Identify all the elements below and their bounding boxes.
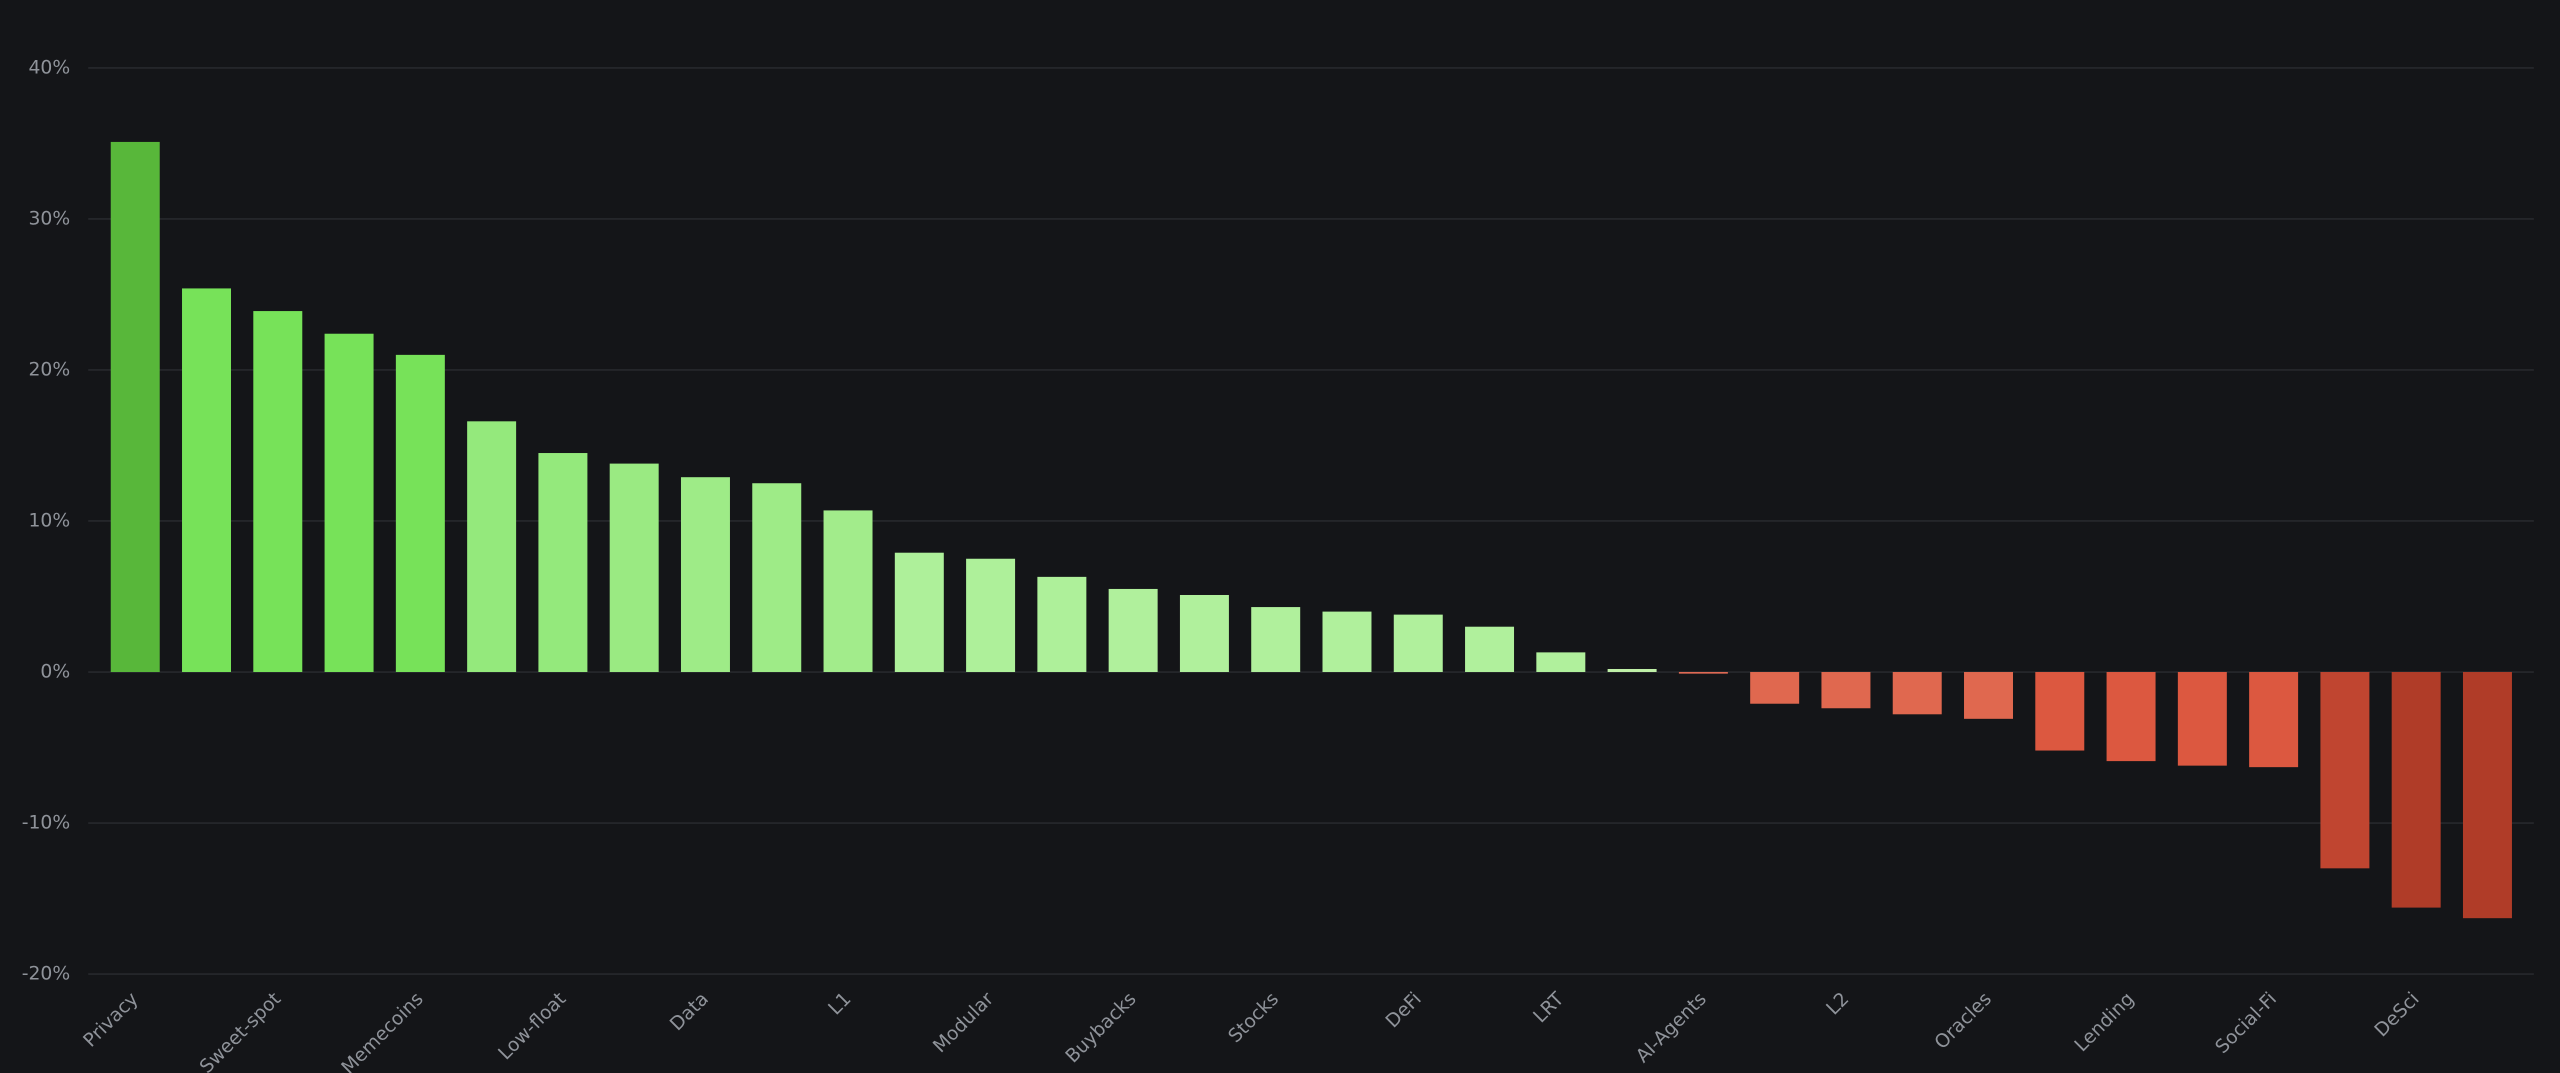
x-tick-label: L2 bbox=[1823, 989, 1854, 1020]
bar bbox=[1678, 672, 1728, 674]
bar bbox=[1892, 672, 1942, 715]
y-tick-label: 10% bbox=[28, 510, 70, 531]
bar bbox=[1393, 614, 1443, 673]
x-tick-label: LRT bbox=[1530, 988, 1569, 1027]
x-tick-label: AI-Agents bbox=[1632, 989, 1711, 1068]
y-tick-label: -10% bbox=[22, 813, 70, 834]
y-tick-label: 20% bbox=[28, 359, 70, 380]
x-tick-label: Modular bbox=[929, 988, 998, 1057]
bar bbox=[609, 463, 659, 673]
bar bbox=[2106, 672, 2156, 762]
bar bbox=[2035, 672, 2085, 751]
bar bbox=[966, 558, 1016, 673]
bar bbox=[1964, 672, 2013, 719]
bar bbox=[1037, 576, 1087, 673]
x-tick-label: Stocks bbox=[1225, 989, 1283, 1047]
bar bbox=[253, 311, 303, 673]
bar bbox=[1108, 588, 1158, 673]
x-tick-label: Oracles bbox=[1931, 989, 1996, 1054]
y-tick-label: 30% bbox=[28, 208, 70, 229]
bar bbox=[2462, 672, 2512, 919]
x-tick-label: Social-Fi bbox=[2212, 989, 2281, 1058]
bar bbox=[467, 421, 517, 673]
bar bbox=[1322, 611, 1372, 673]
bar bbox=[324, 333, 374, 673]
bar bbox=[2249, 672, 2299, 768]
x-tick-label: Buybacks bbox=[1062, 989, 1141, 1068]
x-tick-label: DeSci bbox=[2371, 989, 2424, 1042]
x-tick-label: Low-float bbox=[495, 989, 571, 1065]
x-tick-label: Memecoins bbox=[338, 989, 428, 1073]
x-tick-label: DeFi bbox=[1382, 989, 1426, 1033]
bar bbox=[2320, 672, 2370, 869]
bar bbox=[752, 483, 802, 673]
bar bbox=[110, 141, 160, 673]
y-tick-label: -20% bbox=[22, 964, 70, 985]
bar bbox=[1536, 652, 1586, 673]
bar bbox=[395, 354, 445, 673]
bar bbox=[1821, 672, 1871, 709]
y-tick-label: 0% bbox=[40, 662, 70, 683]
bar bbox=[1465, 626, 1515, 673]
bar bbox=[680, 477, 730, 673]
bar bbox=[538, 453, 588, 673]
bar bbox=[894, 552, 944, 673]
bar bbox=[1607, 668, 1657, 673]
x-tick-label: Privacy bbox=[80, 989, 143, 1052]
bar bbox=[182, 288, 232, 673]
x-tick-label: Sweet-spot bbox=[196, 989, 285, 1073]
bar bbox=[2177, 672, 2227, 766]
x-tick-label: Data bbox=[666, 989, 713, 1036]
y-tick-label: 40% bbox=[28, 57, 70, 78]
bar bbox=[2391, 672, 2441, 908]
bar bbox=[823, 510, 873, 673]
bar bbox=[1251, 607, 1301, 673]
bar bbox=[1179, 594, 1229, 673]
bar bbox=[1750, 672, 1800, 704]
x-tick-label: Lending bbox=[2071, 989, 2139, 1057]
x-tick-label: L1 bbox=[825, 989, 856, 1020]
